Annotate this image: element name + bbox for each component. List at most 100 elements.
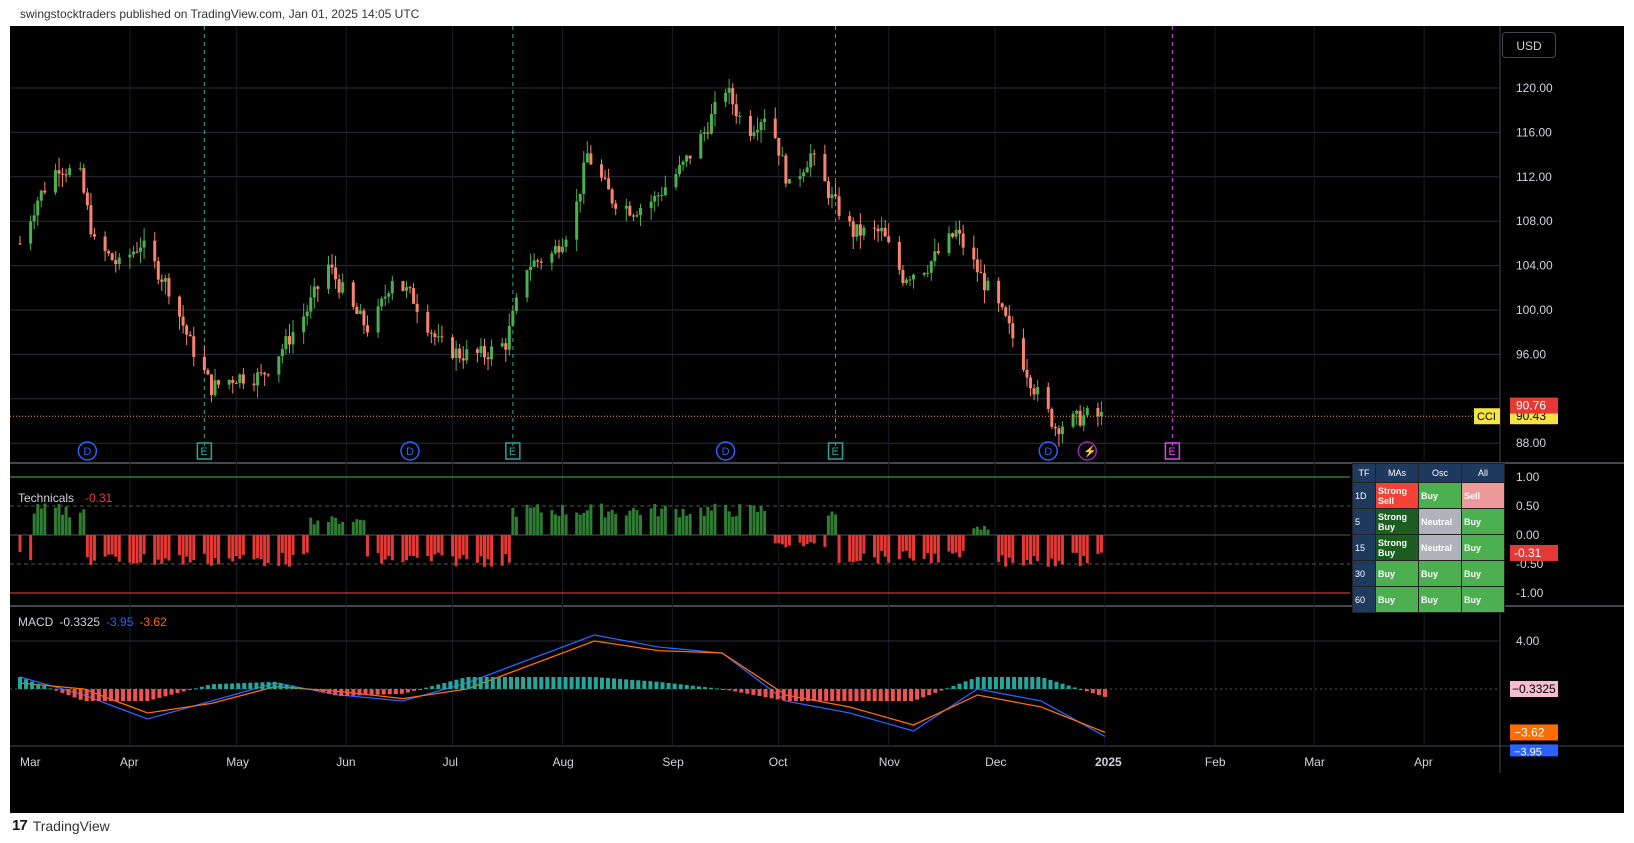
technicals-bar xyxy=(1029,535,1033,565)
macd-histogram-bar xyxy=(957,683,962,689)
time-tick-label: Mar xyxy=(1304,755,1325,769)
mas-cell: Strong Sell xyxy=(1375,482,1419,509)
candles xyxy=(18,78,1103,447)
macd-histogram-bar xyxy=(466,677,471,689)
candle-body xyxy=(936,251,940,254)
technicals-bar xyxy=(277,535,281,566)
candle-body xyxy=(1071,413,1075,427)
macd-histogram-bar xyxy=(121,689,126,701)
candle-body xyxy=(834,194,838,197)
technicals-bar xyxy=(688,513,692,535)
macd-histogram-bar xyxy=(642,680,647,689)
macd-histogram-bar xyxy=(745,689,750,694)
technicals-bar xyxy=(135,535,139,564)
technicals-bar xyxy=(826,515,830,535)
technicals-bar xyxy=(607,511,611,535)
technicals-bar xyxy=(351,522,355,535)
macd-histogram-bar xyxy=(775,689,780,700)
candle-body xyxy=(408,287,412,289)
technicals-bar xyxy=(614,513,618,535)
technicals-bar xyxy=(29,535,33,561)
candle-body xyxy=(110,253,114,261)
candle-body xyxy=(830,194,834,199)
technicals-tick-label: -1.00 xyxy=(1516,586,1544,600)
event-marker-label: D xyxy=(722,446,730,458)
macd-histogram-bar xyxy=(315,689,320,692)
macd-histogram-bar xyxy=(545,677,550,689)
technicals-bar xyxy=(401,535,405,563)
footer-brand[interactable]: 17 TradingView xyxy=(12,817,110,834)
macd-hist-box xyxy=(1510,681,1558,697)
chart-area[interactable]: 120.00 116.00 112.00 108.00 104.00 100.00 96.0… xyxy=(10,26,1624,813)
candle-body xyxy=(341,282,345,293)
technicals-bar xyxy=(365,535,369,557)
cci-label: CCI xyxy=(1477,411,1496,423)
candle-body xyxy=(475,349,479,353)
macd-tick-label: 4.00 xyxy=(1516,634,1540,648)
candle-body xyxy=(139,247,143,252)
candle-body xyxy=(365,325,369,333)
candle-body xyxy=(603,177,607,179)
technicals-bar xyxy=(787,535,791,546)
candle-body xyxy=(1050,408,1054,427)
candle-body xyxy=(887,236,891,242)
macd-histogram-bar xyxy=(357,689,362,696)
technicals-bar xyxy=(302,535,306,555)
macd-histogram-bar xyxy=(909,689,914,701)
tf-cell: 60 xyxy=(1352,586,1376,613)
candle-body xyxy=(1053,426,1057,429)
tf-cell: 30 xyxy=(1352,560,1376,587)
technicals-bar xyxy=(589,504,593,535)
currency-button[interactable]: USD xyxy=(1502,32,1556,58)
macd-histogram-bar xyxy=(399,689,404,694)
candle-body xyxy=(305,311,309,317)
macd-histogram-bar xyxy=(108,689,113,701)
macd-histogram-bar xyxy=(836,689,841,701)
technicals-bar xyxy=(482,535,486,567)
macd-histogram-bar xyxy=(739,689,744,693)
technicals-bar xyxy=(699,507,703,535)
technicals-last-label: -0.31 xyxy=(1514,546,1542,560)
technicals-bar xyxy=(610,509,614,535)
candle-body xyxy=(291,332,295,345)
technicals-bar xyxy=(89,535,93,565)
chart-svg[interactable]: 120.00 116.00 112.00 108.00 104.00 100.00 96.0… xyxy=(10,26,1624,813)
osc-cell: Buy xyxy=(1418,560,1462,587)
macd-histogram-bar xyxy=(424,687,429,689)
macd-histogram-bar xyxy=(975,677,980,689)
candle-body xyxy=(68,168,72,175)
candle-body xyxy=(972,247,976,260)
technicals-bar xyxy=(408,535,412,556)
candle-body xyxy=(961,233,965,248)
macd-histogram-bar xyxy=(187,689,192,690)
th-all: All xyxy=(1461,463,1505,483)
earnings-marker-icon xyxy=(196,442,213,460)
candle-body xyxy=(376,306,380,333)
macd-hist-label: −0.3325 xyxy=(1512,682,1556,696)
candle-body xyxy=(685,155,689,162)
technicals-bar xyxy=(202,535,206,554)
technicals-bar xyxy=(986,529,990,535)
technicals-bar xyxy=(582,512,586,535)
macd-histogram-bar xyxy=(715,688,720,690)
macd-histogram-bar xyxy=(963,681,968,689)
macd-histogram-bar xyxy=(248,682,253,689)
macd-histogram-bar xyxy=(1066,685,1071,689)
technicals-bar xyxy=(1057,535,1061,561)
tf-cell: 5 xyxy=(1352,508,1376,535)
technicals-bar xyxy=(341,521,345,535)
candle-body xyxy=(227,379,231,385)
candle-body xyxy=(553,246,557,254)
macd-histogram-bar xyxy=(1096,689,1101,696)
technicals-bar xyxy=(280,535,284,553)
macd-signal-value: -3.62 xyxy=(139,615,167,629)
technicals-bar xyxy=(631,508,635,535)
technicals-bar xyxy=(92,535,96,561)
technicals-bar xyxy=(904,535,908,551)
technicals-bar xyxy=(851,535,855,563)
technicals-bar xyxy=(32,513,36,535)
technicals-last-box xyxy=(1510,544,1558,561)
candle-body xyxy=(131,251,135,255)
technicals-bar xyxy=(465,535,469,560)
macd-histogram-bar xyxy=(351,689,356,696)
